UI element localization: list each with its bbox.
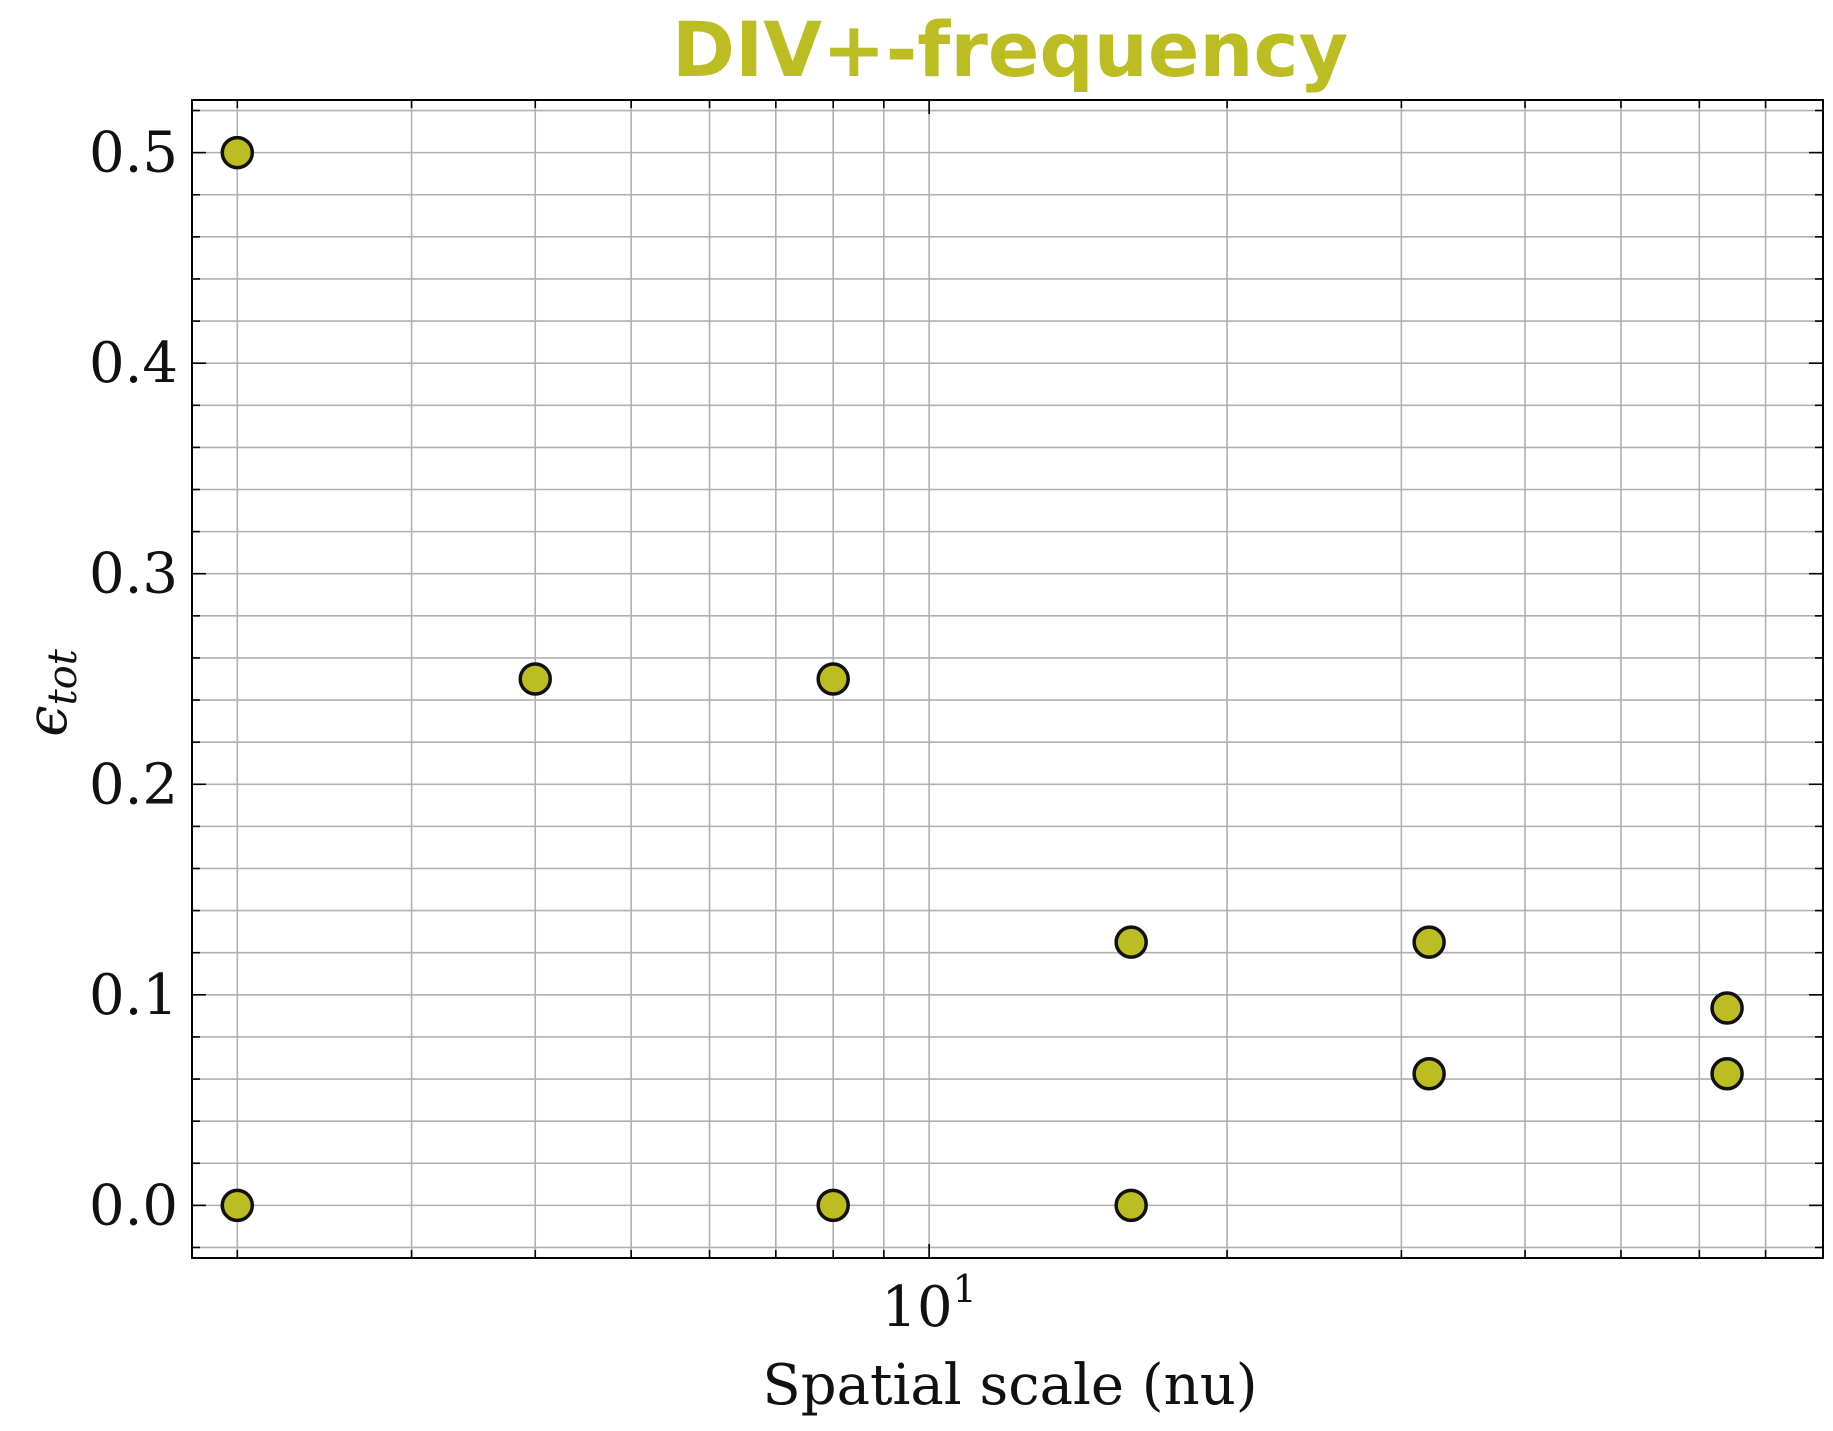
data-point [1412,925,1446,959]
y-tick-label: 0.1 [89,963,178,1028]
data-point [816,662,850,696]
y-axis-label-subscript: tot [40,648,86,705]
y-tick-label: 0.0 [89,1173,178,1238]
data-point [1710,991,1744,1025]
y-tick-label: 0.3 [89,542,178,607]
x-axis-label: Spatial scale (nu) [762,1353,1257,1418]
data-point [220,1188,255,1223]
y-tick-label: 0.4 [89,331,178,396]
data-point [220,135,255,170]
data-point [1710,1057,1744,1091]
x-tick-label-base: 10 [881,1275,952,1340]
data-points [220,135,1744,1223]
tick-labels: 0.0 0.1 0.2 0.3 0.4 0.5 101 [89,121,977,1340]
plot-frame [191,99,1824,1259]
data-point [518,662,552,696]
data-point [816,1188,850,1223]
axis-ticks [192,100,1824,1258]
y-tick-label: 0.2 [89,752,178,817]
grid [192,100,1824,1258]
x-tick-label-exponent: 1 [953,1267,977,1311]
y-tick-label: 0.5 [89,121,178,186]
x-tick-label: 101 [881,1267,976,1340]
data-point [1114,925,1148,959]
y-axis-label: ϵtot [15,648,86,737]
chart-title: DIV+-frequency [672,5,1348,94]
data-point [1114,1188,1148,1223]
data-point [1412,1057,1446,1091]
y-axis-label-main: ϵ [15,705,80,736]
